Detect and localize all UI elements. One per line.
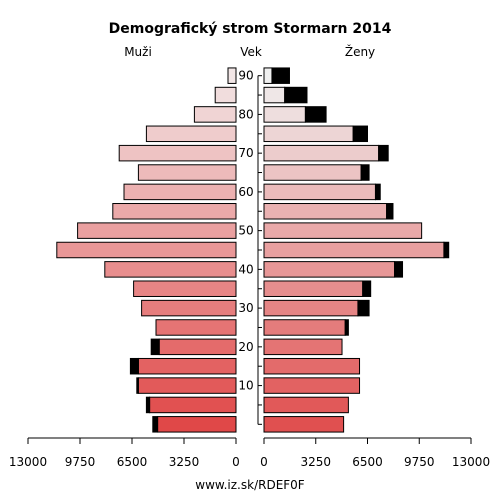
male-excess-bar-0-4 [152, 416, 159, 433]
female-excess-bar-85-89 [284, 86, 308, 104]
female-excess-bar-65-69 [360, 164, 370, 181]
female-bar-20-24 [263, 338, 343, 356]
female-bar-65-69 [263, 164, 362, 181]
bars-group [56, 67, 450, 433]
male-bar-85-89 [214, 86, 237, 104]
female-bar-15-19 [263, 357, 361, 375]
male-bar-65-69 [137, 164, 237, 181]
male-bar-15-19 [137, 357, 237, 375]
female-bar-75-79 [263, 125, 354, 143]
female-bar-60-64 [263, 183, 376, 201]
female-excess-bar-45-49 [443, 241, 450, 259]
x-tick-label-right: 9750 [404, 455, 435, 469]
age-tick-label: 50 [238, 224, 253, 238]
x-tick-label-right: 0 [260, 455, 268, 469]
chart-title: Demografický strom Stormarn 2014 [109, 21, 392, 37]
female-excess-bar-90+ [271, 67, 290, 84]
age-tick-label: 40 [238, 262, 253, 276]
female-bar-50-54 [263, 222, 423, 239]
female-bar-5-9 [263, 396, 349, 414]
female-excess-bar-55-59 [386, 203, 394, 220]
female-excess-bar-70-74 [378, 144, 389, 162]
female-bar-40-44 [263, 261, 396, 278]
female-excess-bar-25-29 [344, 319, 349, 336]
male-bar-20-24 [158, 338, 237, 356]
x-tick-label-right: 3250 [300, 455, 331, 469]
female-bar-0-4 [263, 416, 345, 433]
male-excess-bar-5-9 [145, 396, 151, 414]
female-bar-55-59 [263, 203, 388, 220]
female-excess-bar-80-84 [304, 106, 327, 123]
female-bar-90+ [263, 67, 273, 84]
age-label: Vek [240, 45, 262, 59]
female-bar-10-14 [263, 377, 361, 394]
x-tick-label-left: 0 [232, 455, 240, 469]
female-bar-35-39 [263, 280, 364, 297]
x-tick-label-right: 6500 [352, 455, 383, 469]
female-bar-45-49 [263, 241, 445, 259]
footer-source: www.iz.sk/RDEF0F [195, 478, 305, 492]
age-tick-label: 60 [238, 185, 253, 199]
male-excess-bar-15-19 [129, 357, 139, 375]
age-tick-label: 90 [238, 69, 253, 83]
age-tick-label: 80 [238, 107, 253, 121]
age-tick-label: 30 [238, 301, 253, 315]
age-tick-label: 20 [238, 340, 253, 354]
x-tick-label-right: 13000 [452, 455, 490, 469]
female-excess-bar-40-44 [394, 261, 404, 278]
male-bar-55-59 [112, 203, 237, 220]
x-tick-label-left: 6500 [117, 455, 148, 469]
male-bar-70-74 [118, 144, 237, 162]
female-excess-bar-60-64 [374, 183, 381, 201]
male-bar-25-29 [155, 319, 237, 336]
female-bar-80-84 [263, 106, 306, 123]
male-bar-75-79 [145, 125, 237, 143]
male-bar-10-14 [137, 377, 237, 394]
male-bar-30-34 [141, 299, 237, 317]
female-excess-bar-75-79 [352, 125, 368, 143]
axes-group: 0 0 3250 3250 6500 6500 9750 9750 13000 13000 10 20… [9, 69, 490, 469]
male-excess-bar-20-24 [150, 338, 160, 356]
female-bar-70-74 [263, 144, 380, 162]
female-bar-25-29 [263, 319, 346, 336]
x-tick-label-left: 13000 [9, 455, 47, 469]
female-bar-85-89 [263, 86, 286, 104]
female-label: Ženy [345, 44, 375, 59]
female-excess-bar-35-39 [362, 280, 372, 297]
x-tick-label-left: 9750 [65, 455, 96, 469]
age-tick-label: 70 [238, 146, 253, 160]
male-bar-35-39 [133, 280, 237, 297]
male-bar-50-54 [77, 222, 237, 239]
male-bar-5-9 [149, 396, 237, 414]
male-bar-90+ [227, 67, 237, 84]
male-bar-0-4 [157, 416, 237, 433]
female-bar-30-34 [263, 299, 359, 317]
male-bar-45-49 [56, 241, 237, 259]
female-excess-bar-30-34 [357, 299, 370, 317]
male-bar-60-64 [123, 183, 237, 201]
x-tick-label-left: 3250 [169, 455, 200, 469]
male-label: Muži [124, 45, 152, 59]
male-excess-bar-10-14 [136, 377, 139, 394]
male-bar-40-44 [104, 261, 237, 278]
age-tick-label: 10 [238, 379, 253, 393]
male-bar-80-84 [193, 106, 237, 123]
